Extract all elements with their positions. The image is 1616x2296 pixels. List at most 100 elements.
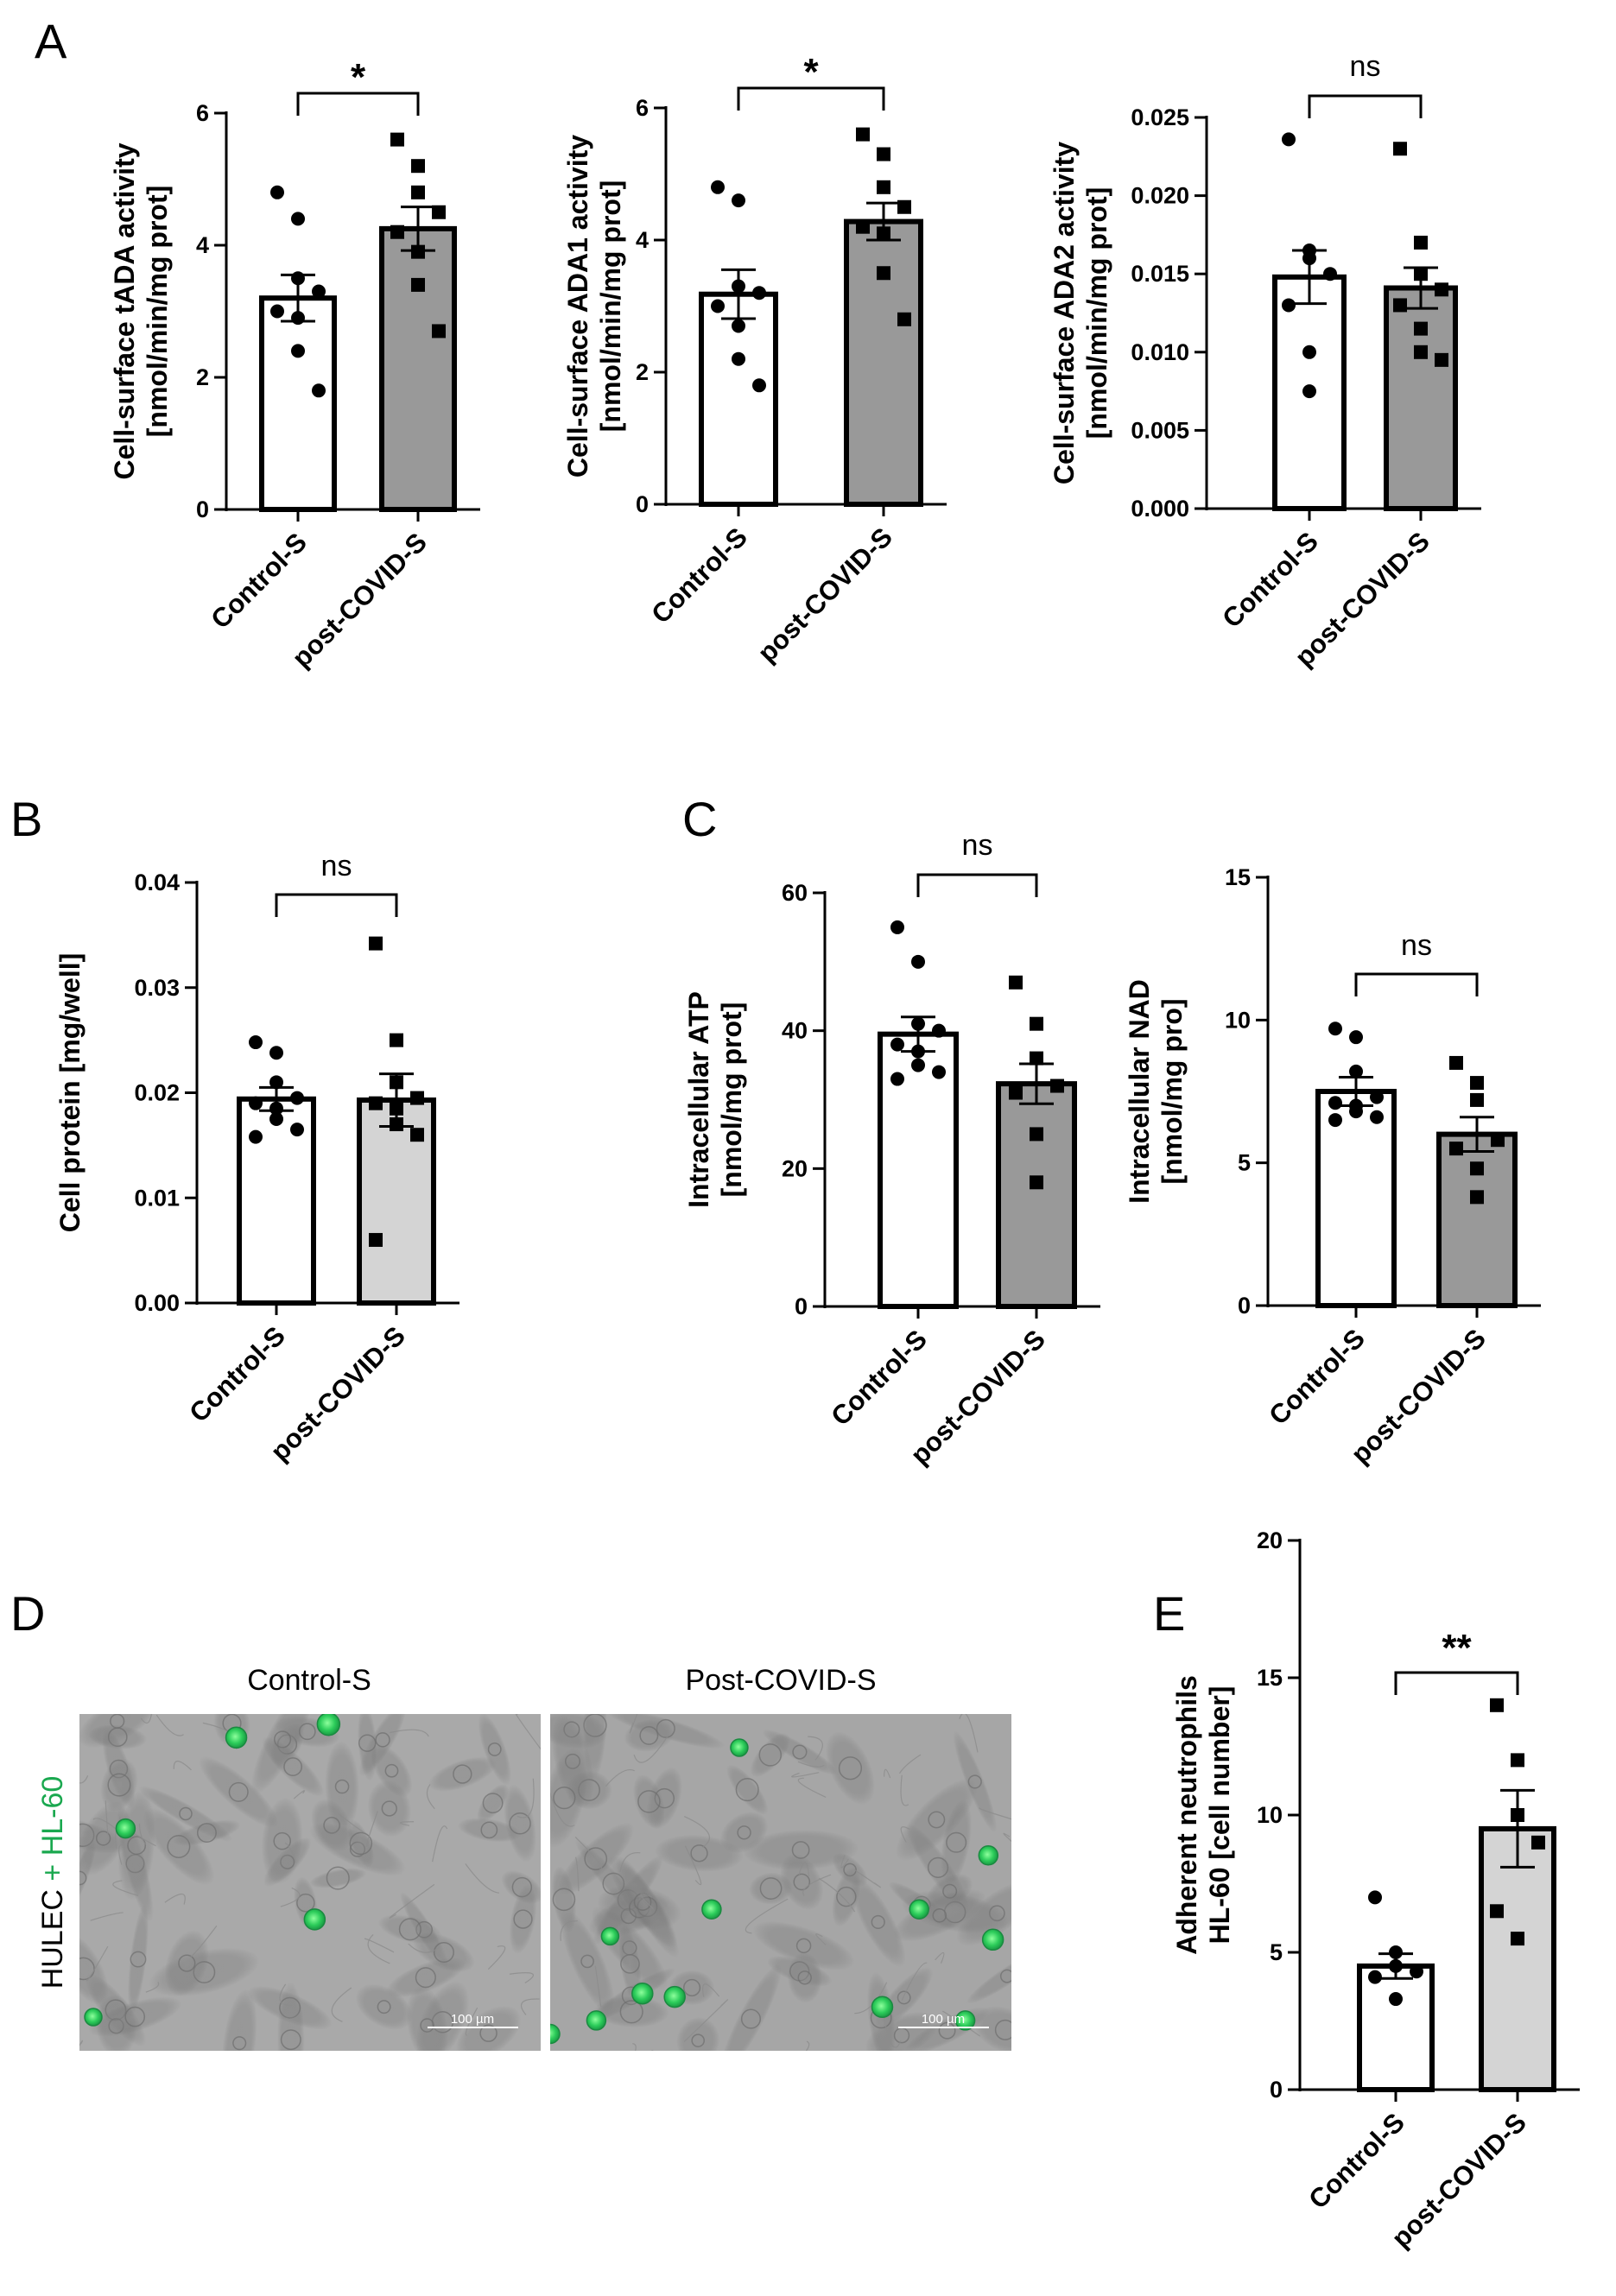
cell-nucleus	[95, 1831, 111, 1846]
data-point-control	[911, 954, 925, 969]
cell-process	[408, 1943, 440, 1953]
y-tick-label: 2	[196, 364, 209, 390]
data-point-post-covid	[1393, 142, 1407, 156]
error-bar-post-covid	[1500, 1788, 1535, 1869]
data-point-post-covid	[1030, 1127, 1043, 1142]
cell-nucleus	[420, 2018, 434, 2033]
cell-nucleus	[740, 2008, 762, 2029]
cell-process	[426, 1784, 435, 1810]
hl60-cell	[586, 2010, 607, 2031]
hl60-cell	[871, 1996, 894, 2019]
cell-nucleus	[938, 2021, 956, 2040]
bar-post-covid	[844, 218, 923, 507]
data-point-control	[249, 1096, 263, 1110]
data-point-control	[1370, 1110, 1384, 1124]
cell-shape	[100, 1758, 138, 1812]
cell-shape	[406, 1985, 448, 2051]
data-point-post-covid	[410, 1128, 424, 1142]
y-tick-label: 10	[1257, 1802, 1283, 1828]
data-point-post-covid	[1470, 1076, 1484, 1091]
y-axis-label: Cell-surface tADA activity	[109, 142, 140, 479]
y-tick-label: 0.02	[134, 1080, 180, 1106]
significance-label: ns	[1350, 50, 1381, 83]
micrograph-post-covid-cells	[550, 1714, 1011, 2051]
data-point-control	[291, 271, 305, 286]
data-point-control	[1302, 345, 1316, 359]
cell-nucleus	[792, 1744, 808, 1760]
y-tick-label: 15	[1257, 1665, 1283, 1691]
cell-process	[86, 1945, 109, 1982]
data-point-post-covid	[1414, 345, 1428, 359]
cell-process	[432, 1825, 448, 1863]
cell-process	[802, 1874, 832, 1896]
data-point-control	[1368, 1890, 1382, 1905]
data-point-post-covid	[432, 205, 446, 219]
cell-process	[941, 2010, 980, 2037]
cell-process	[574, 1837, 603, 1869]
y-tick-label: 0.025	[1131, 104, 1189, 130]
significance-bracket: ns	[275, 850, 398, 917]
data-point-control	[1302, 384, 1316, 399]
data-point-post-covid	[1414, 267, 1428, 281]
y-tick-label: 5	[1238, 1150, 1251, 1176]
data-point-control	[290, 1123, 304, 1137]
data-point-control	[270, 185, 284, 199]
y-tick-label: 20	[782, 1155, 808, 1181]
cell-shape	[560, 1908, 615, 2015]
cell-nucleus	[967, 1774, 982, 1789]
cell-process	[884, 1768, 891, 1779]
cell-nucleus	[453, 1764, 472, 1784]
cell-process	[594, 1965, 602, 2008]
cell-process	[400, 1821, 415, 1826]
data-point-post-covid	[856, 219, 870, 234]
data-point-control	[269, 1111, 283, 1126]
cell-process	[619, 1852, 641, 1873]
cell-shape	[164, 1930, 209, 1996]
category-label: post-COVID-S	[751, 522, 898, 668]
bar-post-covid	[1384, 285, 1458, 511]
cell-nucleus	[384, 1763, 399, 1778]
y-axis-label: Intracellular ATP	[683, 991, 714, 1208]
cell-nucleus	[179, 1806, 193, 1821]
cell-nucleus	[871, 1914, 885, 1930]
cell-nucleus	[682, 1978, 701, 1997]
significance-bracket: ns	[1308, 50, 1423, 118]
cell-process	[797, 1761, 825, 1768]
cell-process	[798, 1862, 810, 1877]
data-point-control	[269, 1101, 283, 1116]
cell-nucleus	[479, 2024, 497, 2042]
cell-nucleus	[196, 1823, 217, 1844]
data-point-control	[732, 193, 745, 208]
cell-shape	[752, 1920, 855, 1970]
hl60-cell	[631, 1982, 654, 2005]
data-point-control	[732, 279, 745, 294]
y-tick-label: 4	[636, 227, 649, 253]
data-point-post-covid	[1030, 1016, 1043, 1031]
cell-process	[487, 1945, 506, 1970]
micrograph-panel: Control-S Post-COVID-S 100 µm 100 µm HUL…	[36, 1664, 1011, 2051]
cell-shape	[199, 1756, 279, 1828]
cell-shape	[742, 1829, 859, 1870]
hl60-cell	[954, 2010, 976, 2031]
data-point-post-covid	[390, 1117, 403, 1132]
y-tick-label: 6	[636, 95, 649, 121]
cell-process	[509, 1972, 535, 1983]
cell-nucleus	[735, 1778, 759, 1802]
hl60-cell	[909, 1899, 929, 1920]
significance-label: ns	[1401, 929, 1432, 962]
cell-nucleus	[79, 1870, 87, 1886]
data-point-control	[732, 319, 745, 333]
cell-process	[900, 1774, 909, 1806]
cell-shape	[428, 1756, 497, 1792]
y-tick-label: 0.01	[134, 1185, 180, 1211]
y-tick-label: 0	[795, 1293, 808, 1319]
cell-process	[683, 1815, 711, 1848]
cell-process	[684, 1845, 702, 1886]
y-tick-label: 6	[196, 100, 209, 126]
cell-process	[112, 1880, 139, 1896]
y-tick-label: 0	[1270, 2077, 1283, 2103]
cell-nucleus	[758, 1743, 783, 1767]
cell-process	[815, 1933, 827, 1945]
y-tick-label: 0	[196, 497, 209, 522]
cell-shape	[825, 1731, 875, 1806]
